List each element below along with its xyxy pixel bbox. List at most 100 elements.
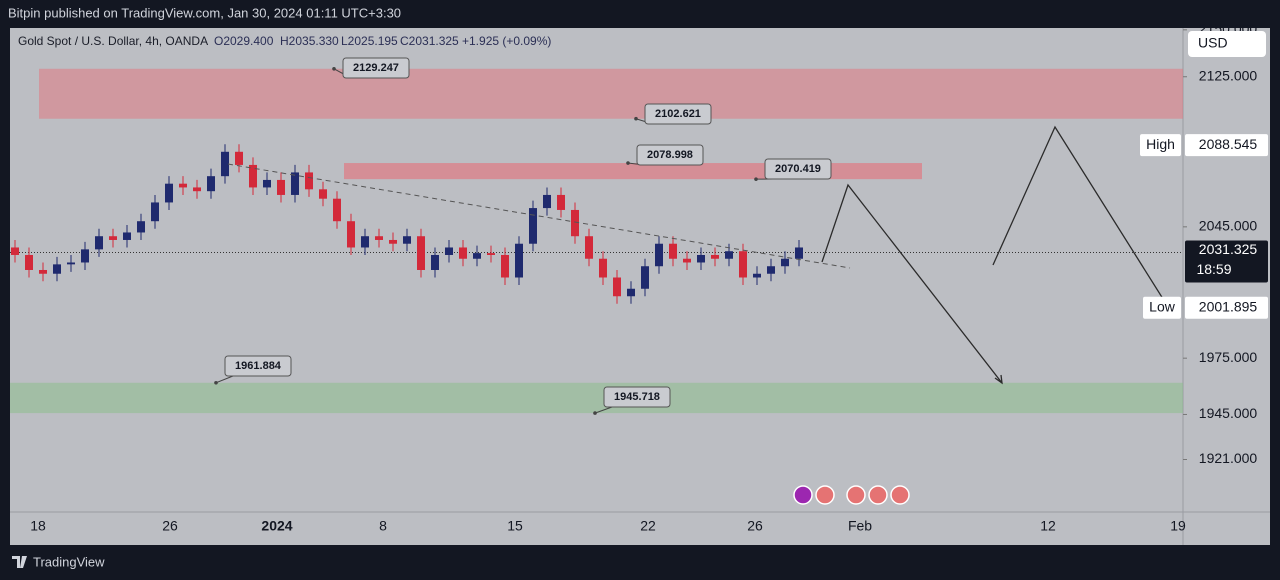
arrow-head (994, 374, 1003, 385)
y-tick-label: 1975.000 (1199, 349, 1258, 365)
close: C2031.325 (400, 34, 459, 48)
time-label: 18 (30, 518, 46, 534)
candle-body (165, 183, 173, 203)
candle-body (641, 266, 649, 289)
candle-body (235, 151, 243, 165)
projection-path (821, 183, 1003, 384)
candle-body (655, 243, 663, 267)
callout-pointer (215, 375, 234, 384)
candle-body (767, 266, 775, 274)
candle-body (501, 254, 509, 278)
event-icon[interactable] (846, 485, 866, 505)
candle-body (613, 277, 621, 297)
zone (344, 163, 922, 180)
currency-label: USD (1198, 35, 1228, 51)
low-value-label: 2001.895 (1199, 298, 1258, 314)
candle-body (431, 254, 439, 270)
low: L2025.195 (341, 34, 398, 48)
candle-body (417, 236, 425, 270)
y-tick-label: 2125.000 (1199, 67, 1258, 83)
event-icon[interactable] (890, 485, 910, 505)
callout-anchor (754, 177, 758, 181)
legend: Gold Spot / U.S. Dollar, 4h, OANDA O2029… (18, 34, 551, 48)
candle-body (95, 236, 103, 250)
candle-body (697, 254, 705, 263)
candle-body (739, 251, 747, 278)
brand: TradingView (33, 554, 105, 569)
callout-anchor (214, 380, 218, 385)
candle-body (571, 209, 579, 237)
callout-box (644, 103, 712, 125)
candle-body (515, 243, 523, 278)
currency-button[interactable] (1188, 31, 1266, 57)
callout-box (764, 158, 832, 180)
high-value-tag (1185, 134, 1268, 157)
candle-body (473, 253, 481, 259)
candle-body (151, 202, 159, 222)
candle-body (347, 221, 355, 248)
countdown-label: 18:59 (1196, 261, 1231, 277)
candle-body (585, 236, 593, 259)
time-label: 15 (507, 518, 523, 534)
event-icon[interactable] (868, 485, 888, 505)
current-price-label: 2031.325 (1199, 241, 1258, 257)
candle-body (263, 179, 271, 188)
candle-body (445, 247, 453, 255)
y-tick-label: 1945.000 (1199, 405, 1258, 421)
candle-body (67, 262, 75, 265)
candle-body (39, 269, 47, 274)
low-tag-label: Low (1149, 298, 1176, 314)
trendline (227, 163, 851, 269)
candle-body (795, 247, 803, 259)
candle-body (711, 254, 719, 259)
current-price-tag (1185, 240, 1268, 283)
candle-body (25, 254, 33, 270)
high-tag-label: High (1146, 136, 1175, 152)
candle-body (249, 164, 257, 188)
time-label: 26 (747, 518, 763, 534)
candle-body (725, 251, 733, 259)
callout-label: 1945.718 (614, 391, 660, 403)
candle-body (361, 236, 369, 248)
candle-body (599, 258, 607, 278)
candle-body (487, 253, 495, 255)
candle-body (529, 208, 537, 244)
time-label: 19 (1170, 518, 1186, 534)
candle-body (403, 236, 411, 244)
high-tag (1140, 134, 1181, 157)
callout-label: 2102.621 (655, 108, 701, 120)
candle-body (543, 194, 551, 209)
candle-body (669, 243, 677, 259)
symbol: Gold Spot / U.S. Dollar, 4h, OANDA (18, 34, 208, 48)
candle-body (753, 273, 761, 278)
candle-body (11, 247, 19, 255)
logo (12, 556, 27, 568)
event-icon[interactable] (793, 485, 813, 505)
callout-anchor (626, 161, 630, 165)
time-label: 26 (162, 518, 178, 534)
callout-box (636, 144, 704, 166)
candle-body (193, 187, 201, 192)
candle-body (375, 236, 383, 240)
change: +1.925 (+0.09%) (462, 34, 551, 48)
candle-body (683, 258, 691, 263)
time-label: 8 (379, 518, 387, 534)
publisher: Bitpin published on TradingView.com, Jan… (8, 5, 401, 20)
candle-body (291, 172, 299, 195)
callout-label: 1961.884 (235, 360, 282, 372)
candle-body (179, 183, 187, 188)
candle-body (221, 151, 229, 177)
callout-anchor (634, 116, 638, 121)
candle-body (53, 264, 61, 274)
y-tick-label: 2045.000 (1199, 218, 1258, 234)
projection-path (992, 125, 1171, 311)
event-icon[interactable] (815, 485, 835, 505)
candle-body (781, 258, 789, 267)
candle-body (109, 236, 117, 240)
low-tag (1143, 296, 1181, 319)
callout-pointer (594, 406, 613, 414)
callout-label: 2078.998 (647, 149, 693, 161)
footer (10, 545, 1270, 580)
candle-body (627, 288, 635, 297)
